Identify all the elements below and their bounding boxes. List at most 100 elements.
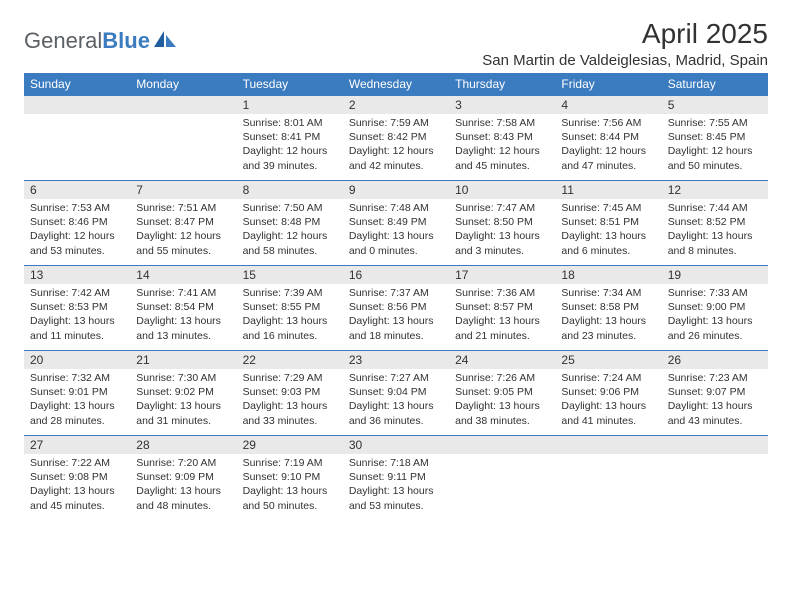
sunrise-text: Sunrise: 7:29 AM	[243, 371, 337, 385]
calendar-table: SundayMondayTuesdayWednesdayThursdayFrid…	[24, 73, 768, 520]
weekday-header: Thursday	[449, 73, 555, 96]
day-cell-header: 2	[343, 96, 449, 115]
day-details: Sunrise: 7:47 AMSunset: 8:50 PMDaylight:…	[449, 199, 555, 262]
day-number: 20	[24, 351, 130, 369]
daylight-text: Daylight: 12 hours and 39 minutes.	[243, 144, 337, 172]
day-cell: Sunrise: 7:39 AMSunset: 8:55 PMDaylight:…	[237, 284, 343, 351]
day-number: 29	[237, 436, 343, 454]
day-details: Sunrise: 7:26 AMSunset: 9:05 PMDaylight:…	[449, 369, 555, 432]
day-number: 19	[662, 266, 768, 284]
day-number: 5	[662, 96, 768, 114]
week-body-row: Sunrise: 8:01 AMSunset: 8:41 PMDaylight:…	[24, 114, 768, 181]
day-details: Sunrise: 7:24 AMSunset: 9:06 PMDaylight:…	[555, 369, 661, 432]
daylight-text: Daylight: 13 hours and 18 minutes.	[349, 314, 443, 342]
sunrise-text: Sunrise: 7:24 AM	[561, 371, 655, 385]
day-cell-header: 28	[130, 436, 236, 455]
header: GeneralBlue April 2025 San Martin de Val…	[24, 18, 768, 69]
day-cell: Sunrise: 7:22 AMSunset: 9:08 PMDaylight:…	[24, 454, 130, 520]
sunrise-text: Sunrise: 7:30 AM	[136, 371, 230, 385]
daylight-text: Daylight: 12 hours and 47 minutes.	[561, 144, 655, 172]
sunrise-text: Sunrise: 7:53 AM	[30, 201, 124, 215]
day-cell: Sunrise: 7:24 AMSunset: 9:06 PMDaylight:…	[555, 369, 661, 436]
day-number: 27	[24, 436, 130, 454]
day-cell: Sunrise: 7:30 AMSunset: 9:02 PMDaylight:…	[130, 369, 236, 436]
daylight-text: Daylight: 13 hours and 13 minutes.	[136, 314, 230, 342]
day-details: Sunrise: 7:20 AMSunset: 9:09 PMDaylight:…	[130, 454, 236, 517]
day-number: 24	[449, 351, 555, 369]
day-details: Sunrise: 7:56 AMSunset: 8:44 PMDaylight:…	[555, 114, 661, 177]
weekday-header: Friday	[555, 73, 661, 96]
day-cell: Sunrise: 7:59 AMSunset: 8:42 PMDaylight:…	[343, 114, 449, 181]
day-cell: Sunrise: 7:55 AMSunset: 8:45 PMDaylight:…	[662, 114, 768, 181]
sunrise-text: Sunrise: 7:45 AM	[561, 201, 655, 215]
day-number	[555, 436, 661, 454]
sunrise-text: Sunrise: 8:01 AM	[243, 116, 337, 130]
sunrise-text: Sunrise: 7:39 AM	[243, 286, 337, 300]
daylight-text: Daylight: 13 hours and 43 minutes.	[668, 399, 762, 427]
day-number: 1	[237, 96, 343, 114]
day-cell-header: 9	[343, 181, 449, 200]
sunset-text: Sunset: 9:02 PM	[136, 385, 230, 399]
day-cell: Sunrise: 7:37 AMSunset: 8:56 PMDaylight:…	[343, 284, 449, 351]
weekday-header: Sunday	[24, 73, 130, 96]
daylight-text: Daylight: 12 hours and 55 minutes.	[136, 229, 230, 257]
day-number: 17	[449, 266, 555, 284]
daylight-text: Daylight: 13 hours and 11 minutes.	[30, 314, 124, 342]
sunrise-text: Sunrise: 7:58 AM	[455, 116, 549, 130]
week-body-row: Sunrise: 7:32 AMSunset: 9:01 PMDaylight:…	[24, 369, 768, 436]
day-cell	[555, 454, 661, 520]
day-cell-header: 3	[449, 96, 555, 115]
day-cell-header: 30	[343, 436, 449, 455]
day-details: Sunrise: 7:53 AMSunset: 8:46 PMDaylight:…	[24, 199, 130, 262]
sunset-text: Sunset: 8:45 PM	[668, 130, 762, 144]
day-number: 10	[449, 181, 555, 199]
day-cell: Sunrise: 7:36 AMSunset: 8:57 PMDaylight:…	[449, 284, 555, 351]
day-details: Sunrise: 7:48 AMSunset: 8:49 PMDaylight:…	[343, 199, 449, 262]
day-number: 15	[237, 266, 343, 284]
sunrise-text: Sunrise: 7:32 AM	[30, 371, 124, 385]
daylight-text: Daylight: 12 hours and 50 minutes.	[668, 144, 762, 172]
sunrise-text: Sunrise: 7:47 AM	[455, 201, 549, 215]
day-cell: Sunrise: 7:51 AMSunset: 8:47 PMDaylight:…	[130, 199, 236, 266]
daylight-text: Daylight: 12 hours and 45 minutes.	[455, 144, 549, 172]
sunset-text: Sunset: 8:54 PM	[136, 300, 230, 314]
day-cell-header: 13	[24, 266, 130, 285]
sunrise-text: Sunrise: 7:48 AM	[349, 201, 443, 215]
day-details	[662, 454, 768, 460]
logo-text: GeneralBlue	[24, 28, 150, 54]
sunset-text: Sunset: 8:55 PM	[243, 300, 337, 314]
day-cell-header: 4	[555, 96, 661, 115]
day-details: Sunrise: 7:58 AMSunset: 8:43 PMDaylight:…	[449, 114, 555, 177]
day-details: Sunrise: 7:27 AMSunset: 9:04 PMDaylight:…	[343, 369, 449, 432]
day-cell-header: 29	[237, 436, 343, 455]
day-cell: Sunrise: 7:47 AMSunset: 8:50 PMDaylight:…	[449, 199, 555, 266]
sunset-text: Sunset: 8:46 PM	[30, 215, 124, 229]
week-body-row: Sunrise: 7:53 AMSunset: 8:46 PM Daylight:…	[24, 199, 768, 266]
day-cell-header	[555, 436, 661, 455]
day-cell: Sunrise: 7:48 AMSunset: 8:49 PMDaylight:…	[343, 199, 449, 266]
sail-icon	[152, 29, 178, 54]
day-cell: Sunrise: 7:42 AMSunset: 8:53 PMDaylight:…	[24, 284, 130, 351]
sunrise-text: Sunrise: 7:19 AM	[243, 456, 337, 470]
day-cell-header: 23	[343, 351, 449, 370]
day-details	[449, 454, 555, 460]
sunset-text: Sunset: 9:08 PM	[30, 470, 124, 484]
day-cell: Sunrise: 7:56 AMSunset: 8:44 PMDaylight:…	[555, 114, 661, 181]
day-cell: Sunrise: 7:34 AMSunset: 8:58 PMDaylight:…	[555, 284, 661, 351]
sunset-text: Sunset: 8:51 PM	[561, 215, 655, 229]
day-details: Sunrise: 7:23 AMSunset: 9:07 PMDaylight:…	[662, 369, 768, 432]
week-daynum-row: 20212223242526	[24, 351, 768, 370]
week-daynum-row: 13141516171819	[24, 266, 768, 285]
day-cell: Sunrise: 7:53 AMSunset: 8:46 PMDaylight:…	[24, 199, 130, 266]
day-cell: Sunrise: 7:19 AMSunset: 9:10 PMDaylight:…	[237, 454, 343, 520]
sunrise-text: Sunrise: 7:51 AM	[136, 201, 230, 215]
sunset-text: Sunset: 8:58 PM	[561, 300, 655, 314]
sunrise-text: Sunrise: 7:37 AM	[349, 286, 443, 300]
logo-part2: Blue	[102, 28, 150, 53]
day-details: Sunrise: 7:41 AMSunset: 8:54 PMDaylight:…	[130, 284, 236, 347]
day-cell-header: 5	[662, 96, 768, 115]
weekday-header-row: SundayMondayTuesdayWednesdayThursdayFrid…	[24, 73, 768, 96]
day-number	[662, 436, 768, 454]
sunrise-text: Sunrise: 7:44 AM	[668, 201, 762, 215]
day-details: Sunrise: 8:01 AMSunset: 8:41 PMDaylight:…	[237, 114, 343, 177]
